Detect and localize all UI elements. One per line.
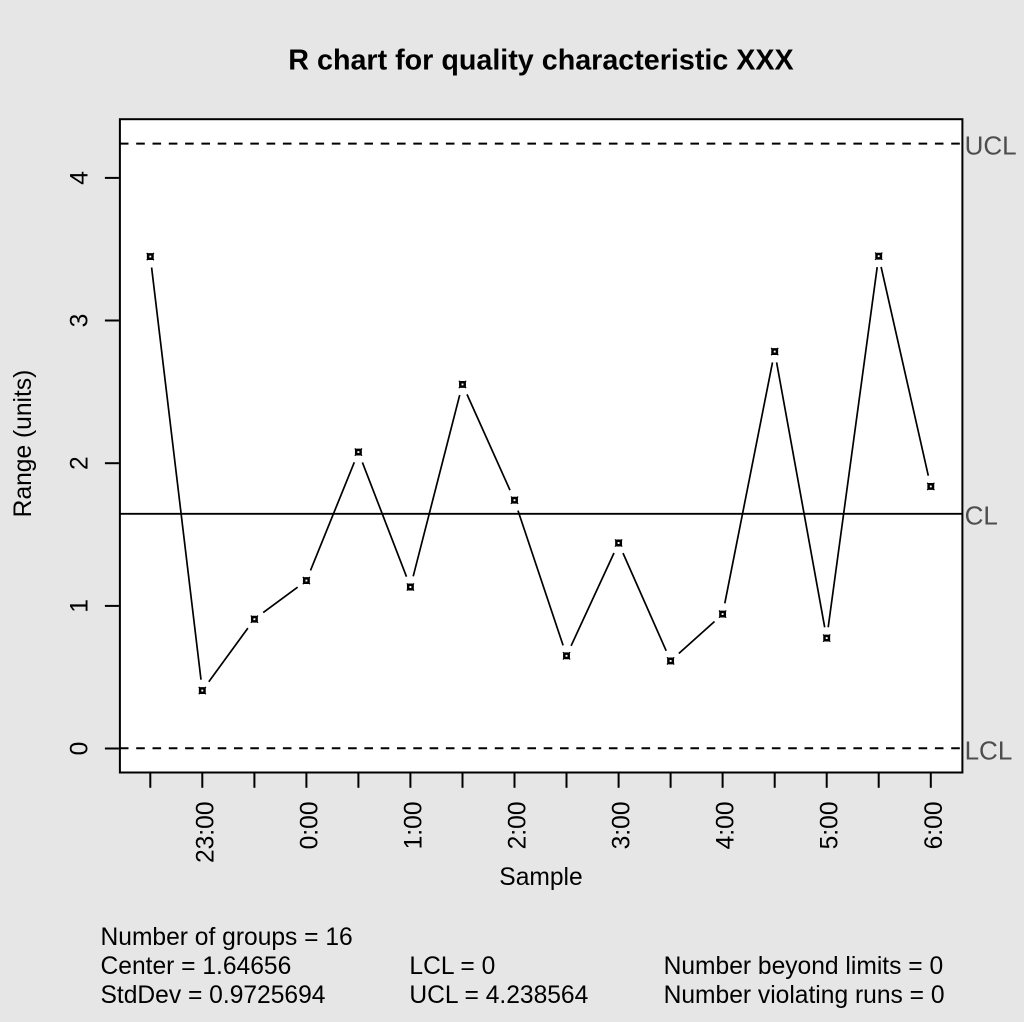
svg-text:6:00: 6:00 [921,802,948,850]
svg-text:LCL = 0: LCL = 0 [409,953,495,980]
svg-text:4:00: 4:00 [713,802,740,850]
svg-text:0:00: 0:00 [296,802,323,850]
svg-text:4: 4 [66,171,93,185]
svg-text:3:00: 3:00 [609,802,636,850]
svg-text:UCL: UCL [965,130,1017,160]
svg-text:5:00: 5:00 [817,802,844,850]
svg-text:Number violating runs = 0: Number violating runs = 0 [664,982,945,1009]
svg-text:0: 0 [66,742,93,756]
svg-text:Number of groups = 16: Number of groups = 16 [101,924,353,951]
svg-text:2:00: 2:00 [505,802,532,850]
svg-text:Number beyond limits = 0: Number beyond limits = 0 [664,953,944,980]
svg-text:Sample: Sample [499,864,582,891]
svg-text:23:00: 23:00 [192,802,219,864]
svg-text:2: 2 [66,456,93,470]
svg-text:Center = 1.64656: Center = 1.64656 [101,953,292,980]
svg-text:R chart for quality characteri: R chart for quality characteristic XXX [288,45,793,77]
svg-text:LCL: LCL [965,735,1013,765]
svg-text:3: 3 [66,314,93,328]
svg-text:UCL = 4.238564: UCL = 4.238564 [409,982,588,1009]
svg-text:StdDev = 0.9725694: StdDev = 0.9725694 [101,982,326,1009]
svg-text:CL: CL [965,501,998,531]
svg-text:1: 1 [66,599,93,613]
svg-text:1:00: 1:00 [400,802,427,850]
svg-text:Range (units): Range (units) [10,370,37,518]
